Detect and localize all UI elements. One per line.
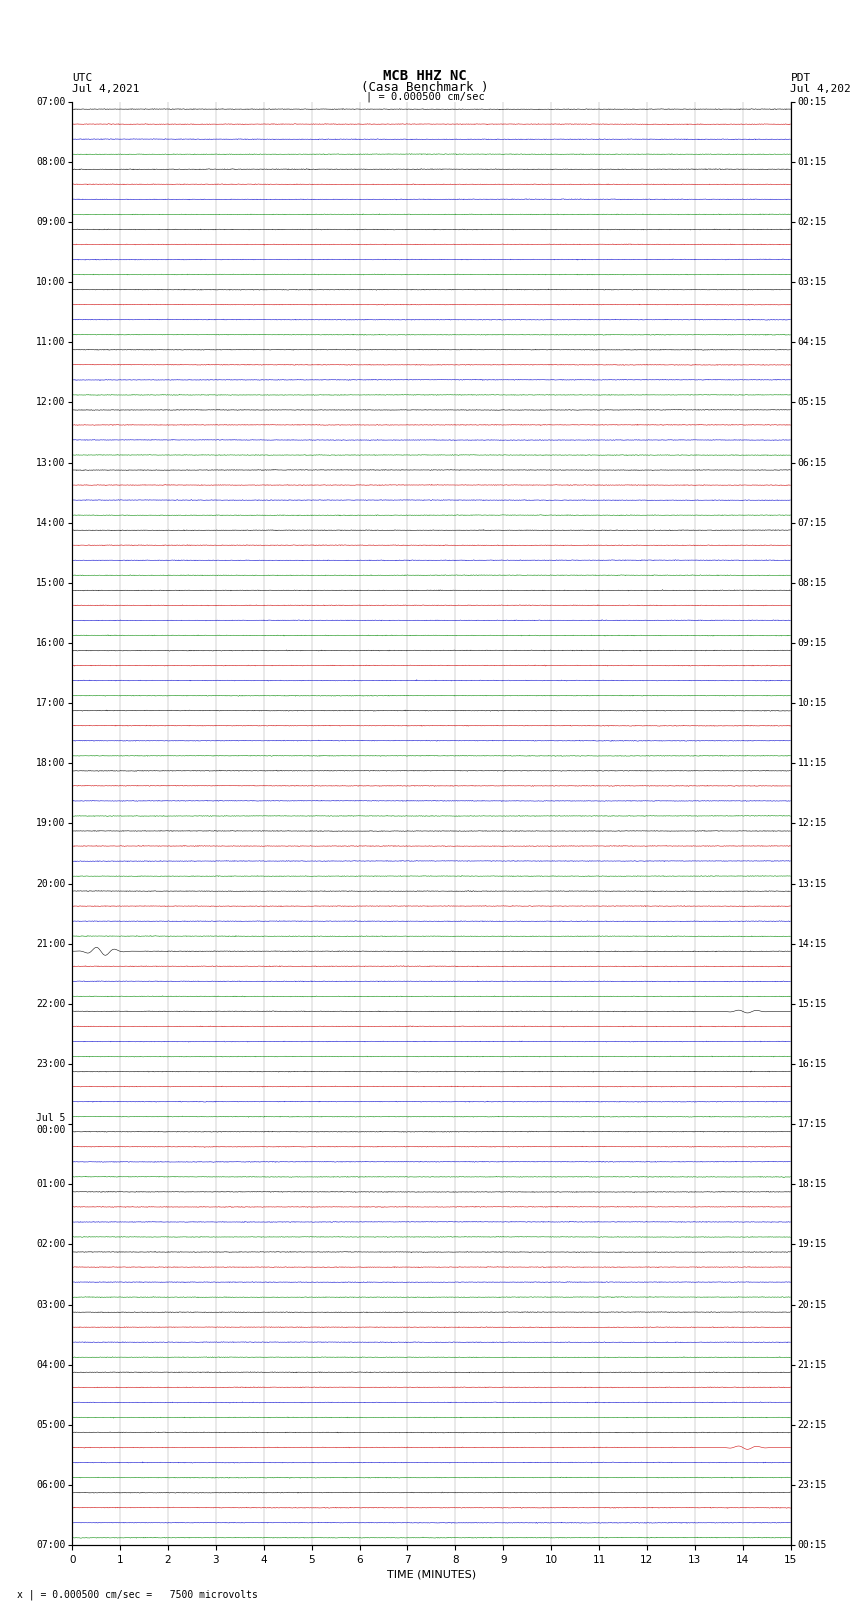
Text: UTC: UTC [72,73,93,84]
Text: x | = 0.000500 cm/sec =   7500 microvolts: x | = 0.000500 cm/sec = 7500 microvolts [17,1589,258,1600]
Text: MCB HHZ NC: MCB HHZ NC [383,69,467,84]
Text: Jul 4,2021: Jul 4,2021 [790,84,850,94]
Text: Jul 4,2021: Jul 4,2021 [72,84,139,94]
Text: | = 0.000500 cm/sec: | = 0.000500 cm/sec [366,92,484,103]
X-axis label: TIME (MINUTES): TIME (MINUTES) [387,1569,476,1579]
Text: PDT: PDT [790,73,811,84]
Text: (Casa Benchmark ): (Casa Benchmark ) [361,81,489,94]
